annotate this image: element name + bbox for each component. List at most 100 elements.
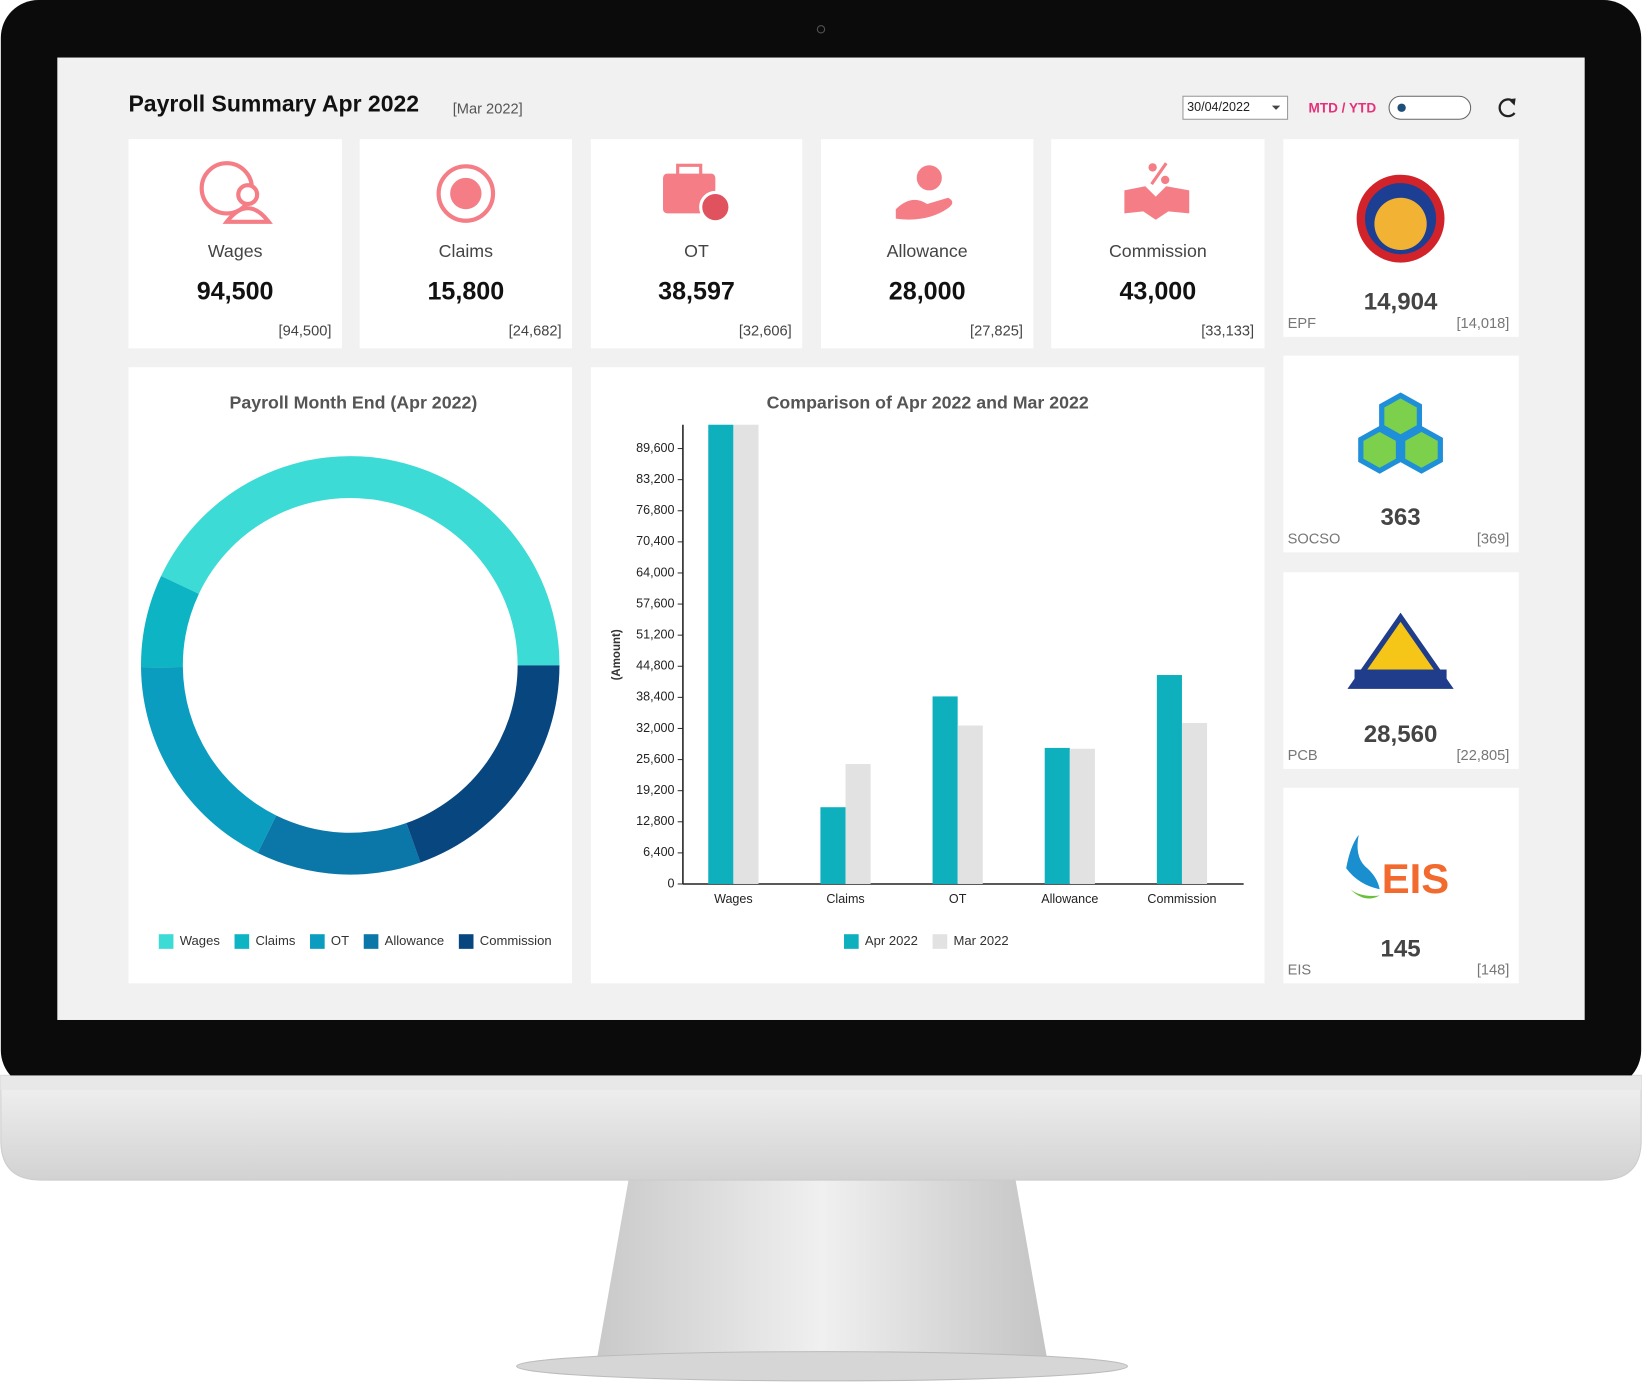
- statutory-label: EPF: [1288, 316, 1317, 332]
- bar: [1044, 747, 1070, 884]
- donut-segment: [406, 665, 560, 863]
- mtd-ytd-toggle[interactable]: [1388, 95, 1472, 120]
- icon-shape: [699, 190, 732, 224]
- legend-swatch: [932, 934, 948, 949]
- icon-shape: [436, 164, 496, 223]
- summary-card: [128, 139, 342, 349]
- legend-swatch: [310, 934, 325, 949]
- card-label: Commission: [1109, 241, 1207, 261]
- bar: [957, 725, 983, 884]
- statutory-label: EIS: [1288, 963, 1312, 979]
- card-label: Wages: [208, 241, 263, 261]
- card-previous: [94,500]: [279, 324, 332, 340]
- logo-shape: [1347, 612, 1454, 689]
- donut-segment: [161, 456, 560, 666]
- card-value: 43,000: [1119, 278, 1196, 306]
- bar: [1156, 675, 1182, 884]
- bar: [733, 424, 759, 884]
- donut-segment: [141, 667, 277, 854]
- y-tick-label: 44,800: [636, 659, 674, 673]
- statutory-card: [1283, 787, 1519, 984]
- y-tick-label: 6,400: [643, 845, 674, 859]
- bar: [932, 696, 958, 884]
- legend-swatch: [158, 934, 174, 949]
- chart-title: Comparison of Apr 2022 and Mar 2022: [767, 393, 1089, 413]
- logo: [1347, 612, 1454, 689]
- icon-shape: [236, 183, 260, 207]
- icon-shape: [450, 177, 482, 210]
- icon-shape: [916, 165, 942, 191]
- card-previous: [24,682]: [509, 324, 562, 340]
- y-tick-label: 76,800: [636, 503, 674, 517]
- camera: [816, 25, 826, 34]
- card-icon: [663, 163, 732, 224]
- statutory-label: SOCSO: [1288, 532, 1341, 548]
- logo: [1356, 174, 1445, 263]
- logo-text: EIS: [1382, 855, 1449, 902]
- y-tick-label: 51,200: [636, 627, 674, 641]
- bar: [1181, 722, 1208, 884]
- y-axis-title: (Amount): [611, 629, 623, 680]
- date-picker[interactable]: [1182, 95, 1289, 120]
- y-tick-label: 89,600: [636, 441, 674, 455]
- statutory-previous: [14,018]: [1457, 316, 1510, 332]
- legend-label: Mar 2022: [954, 933, 1009, 948]
- bar: [845, 764, 871, 884]
- logo-shape: [1400, 425, 1443, 474]
- logo-shape: [1346, 834, 1380, 890]
- statutory-label: PCB: [1288, 748, 1318, 764]
- bar: [708, 424, 734, 884]
- card-value: 94,500: [197, 278, 274, 306]
- x-tick-label: Allowance: [1041, 892, 1098, 906]
- legend-label: Allowance: [385, 933, 445, 948]
- y-tick-label: 64,000: [636, 565, 674, 579]
- card-icon: [1124, 162, 1190, 220]
- bar: [1069, 748, 1095, 884]
- statutory-value: 28,560: [1364, 721, 1438, 748]
- logo: [1358, 392, 1443, 474]
- refresh-button[interactable]: [1498, 98, 1516, 118]
- card-previous: [33,133]: [1201, 324, 1254, 340]
- stand-base: [516, 1351, 1129, 1382]
- legend-label: Claims: [255, 933, 295, 948]
- card-label: Claims: [439, 241, 493, 261]
- logo-shape: [1358, 425, 1402, 474]
- legend-label: Commission: [480, 933, 552, 948]
- icon-shape: [1124, 186, 1190, 220]
- legend-label: Wages: [180, 933, 221, 948]
- y-tick-label: 0: [668, 876, 675, 890]
- y-tick-label: 70,400: [636, 534, 674, 548]
- toggle-label: MTD / YTD: [1309, 100, 1377, 115]
- date-value: 30/04/2022: [1187, 100, 1250, 114]
- x-tick-label: OT: [949, 892, 967, 906]
- chart-title: Payroll Month End (Apr 2022): [229, 393, 477, 413]
- page-title: Payroll Summary Apr 2022: [128, 91, 419, 117]
- icon-shape: [222, 206, 273, 224]
- card-label: Allowance: [887, 241, 968, 261]
- card-label: OT: [684, 241, 709, 261]
- card-previous: [27,825]: [970, 324, 1023, 340]
- y-tick-label: 57,600: [636, 596, 674, 610]
- summary-card: [359, 139, 573, 349]
- card-previous: [32,606]: [739, 324, 792, 340]
- bar: [820, 807, 846, 884]
- stand: [597, 1180, 1047, 1358]
- logo-shape: [1374, 197, 1427, 251]
- card-icon: [895, 165, 953, 220]
- x-tick-label: Commission: [1147, 892, 1216, 906]
- statutory-previous: [22,805]: [1457, 748, 1510, 764]
- statutory-value: 363: [1381, 504, 1421, 531]
- icon-shape: [1160, 175, 1170, 185]
- donut-segment: [257, 815, 421, 875]
- compare-period: [Mar 2022]: [453, 102, 523, 118]
- card-value: 28,000: [889, 278, 966, 306]
- legend-label: Apr 2022: [865, 933, 918, 948]
- toggle-knob: [1397, 103, 1406, 112]
- legend-swatch: [844, 934, 859, 949]
- statutory-previous: [369]: [1477, 532, 1510, 548]
- y-tick-label: 25,600: [636, 752, 674, 766]
- icon-shape: [1150, 162, 1168, 186]
- chin-top: [0, 1075, 1642, 1091]
- icon-shape: [1148, 163, 1157, 172]
